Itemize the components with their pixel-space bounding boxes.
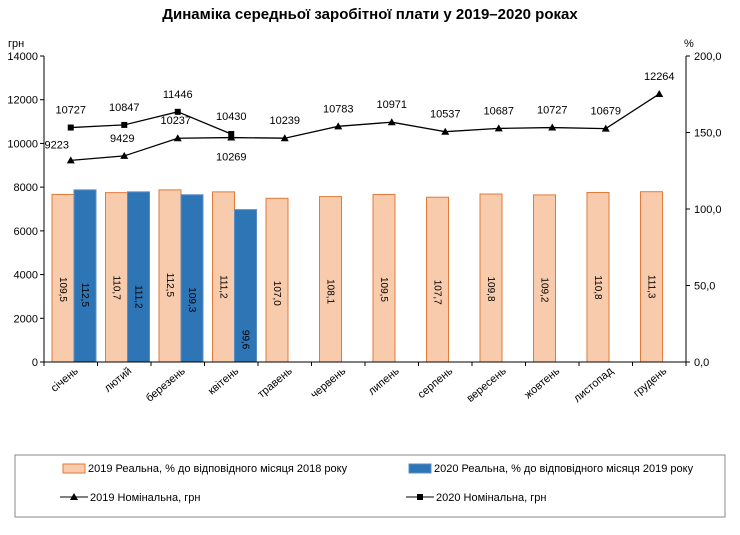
triangle-marker: [387, 118, 396, 126]
line-data-label: 10971: [376, 99, 407, 111]
bar-data-label: 107,0: [271, 281, 282, 306]
triangle-marker: [280, 134, 289, 142]
right-tick-label: 200,0: [694, 51, 722, 63]
x-category-label: вересень: [465, 365, 509, 405]
legend-label: 2019 Реальна, % до відповідного місяця 2…: [88, 463, 348, 475]
line-2020: [70, 111, 232, 135]
bar-data-label: 109,2: [539, 277, 550, 302]
triangle-marker: [441, 127, 450, 135]
bar-2020: [73, 189, 97, 363]
line-data-label: 10239: [269, 115, 300, 127]
x-category-label: березень: [144, 365, 188, 405]
line-data-label: 10679: [590, 106, 621, 118]
right-tick-label: 150,0: [694, 128, 722, 140]
bar-data-label: 112,5: [79, 283, 90, 308]
triangle-marker: [66, 156, 75, 164]
legend-swatch-2020-real: [408, 463, 432, 474]
x-category-label: квітень: [206, 365, 241, 397]
bar-data-label: 99,6: [240, 330, 251, 350]
bar-data-label: 111,2: [218, 275, 229, 299]
line-2019: [70, 93, 660, 162]
x-category-label: грудень: [631, 365, 669, 400]
bar-data-label: 109,5: [378, 277, 389, 302]
right-axis-unit: %: [684, 38, 694, 50]
left-tick-label: 0: [32, 357, 38, 369]
bar-data-label: 111,3: [646, 275, 657, 299]
bar-data-label: 109,3: [186, 287, 197, 312]
left-tick-label: 2000: [14, 313, 38, 325]
line-data-label: 10237: [160, 115, 191, 127]
chart-title: Динаміка середньої заробітної плати у 20…: [162, 6, 578, 23]
x-category-label: травень: [256, 365, 295, 401]
left-axis-unit: грн: [8, 38, 24, 50]
line-data-label: 10430: [216, 111, 247, 123]
square-marker: [174, 108, 181, 115]
x-category-label: червень: [309, 365, 349, 401]
line-data-label: 10783: [323, 103, 354, 115]
line-data-label: 10847: [109, 102, 140, 114]
bar-data-label: 111,2: [133, 285, 144, 309]
left-tick-label: 14000: [7, 51, 38, 63]
line-data-label: 10727: [537, 105, 568, 117]
x-category-label: січень: [49, 365, 81, 395]
bar-data-label: 109,8: [485, 276, 496, 301]
bar-data-label: 108,1: [325, 279, 336, 304]
square-marker: [67, 124, 74, 131]
square-marker: [121, 121, 128, 128]
triangle-marker: [494, 124, 503, 132]
legend-label: 2019 Номінальна, грн: [90, 492, 200, 504]
bar-2020: [180, 194, 204, 363]
line-data-label: 9429: [110, 133, 134, 145]
right-tick-label: 0,0: [694, 357, 709, 369]
line-data-label: 9223: [45, 139, 69, 151]
bar-data-label: 112,5: [164, 273, 175, 298]
left-tick-label: 12000: [7, 95, 38, 107]
left-tick-label: 8000: [14, 182, 38, 194]
triangle-marker: [334, 122, 343, 130]
line-data-label: 12264: [644, 71, 675, 83]
right-tick-label: 100,0: [694, 204, 722, 216]
line-data-label: 10727: [55, 105, 86, 117]
triangle-marker-icon: [70, 493, 78, 500]
x-category-label: жовтень: [522, 365, 562, 401]
line-data-label: 10537: [430, 109, 461, 121]
bar-data-label: 109,5: [57, 277, 68, 302]
line-data-label: 11446: [163, 89, 193, 101]
line-data-label: 10687: [483, 105, 514, 117]
right-tick-label: 50,0: [694, 281, 715, 293]
line-data-label: 10269: [216, 152, 247, 164]
square-marker-icon: [417, 494, 423, 500]
triangle-marker: [173, 134, 182, 142]
bar-2020: [127, 191, 150, 363]
legend-swatch-2019-real: [62, 463, 86, 474]
triangle-marker: [601, 124, 610, 132]
legend-label: 2020 Номінальна, грн: [436, 492, 546, 504]
bar-data-label: 110,7: [111, 275, 122, 300]
legend-label: 2020 Реальна, % до відповідного місяця 2…: [434, 463, 694, 475]
bar-data-label: 110,8: [592, 275, 603, 300]
left-tick-label: 6000: [14, 226, 38, 238]
x-category-label: липень: [366, 365, 402, 398]
x-category-label: серпень: [416, 365, 456, 401]
triangle-marker: [120, 151, 129, 159]
x-category-label: листопад: [572, 365, 617, 405]
bar-data-label: 107,7: [432, 280, 443, 305]
x-category-label: лютий: [102, 365, 134, 395]
square-marker: [228, 131, 235, 138]
left-tick-label: 4000: [14, 270, 38, 282]
triangle-marker: [227, 133, 236, 141]
triangle-marker: [548, 123, 557, 131]
legend: 2019 Реальна, % до відповідного місяця 2…: [14, 454, 726, 518]
left-tick-label: 10000: [7, 138, 38, 150]
triangle-marker: [655, 89, 664, 97]
